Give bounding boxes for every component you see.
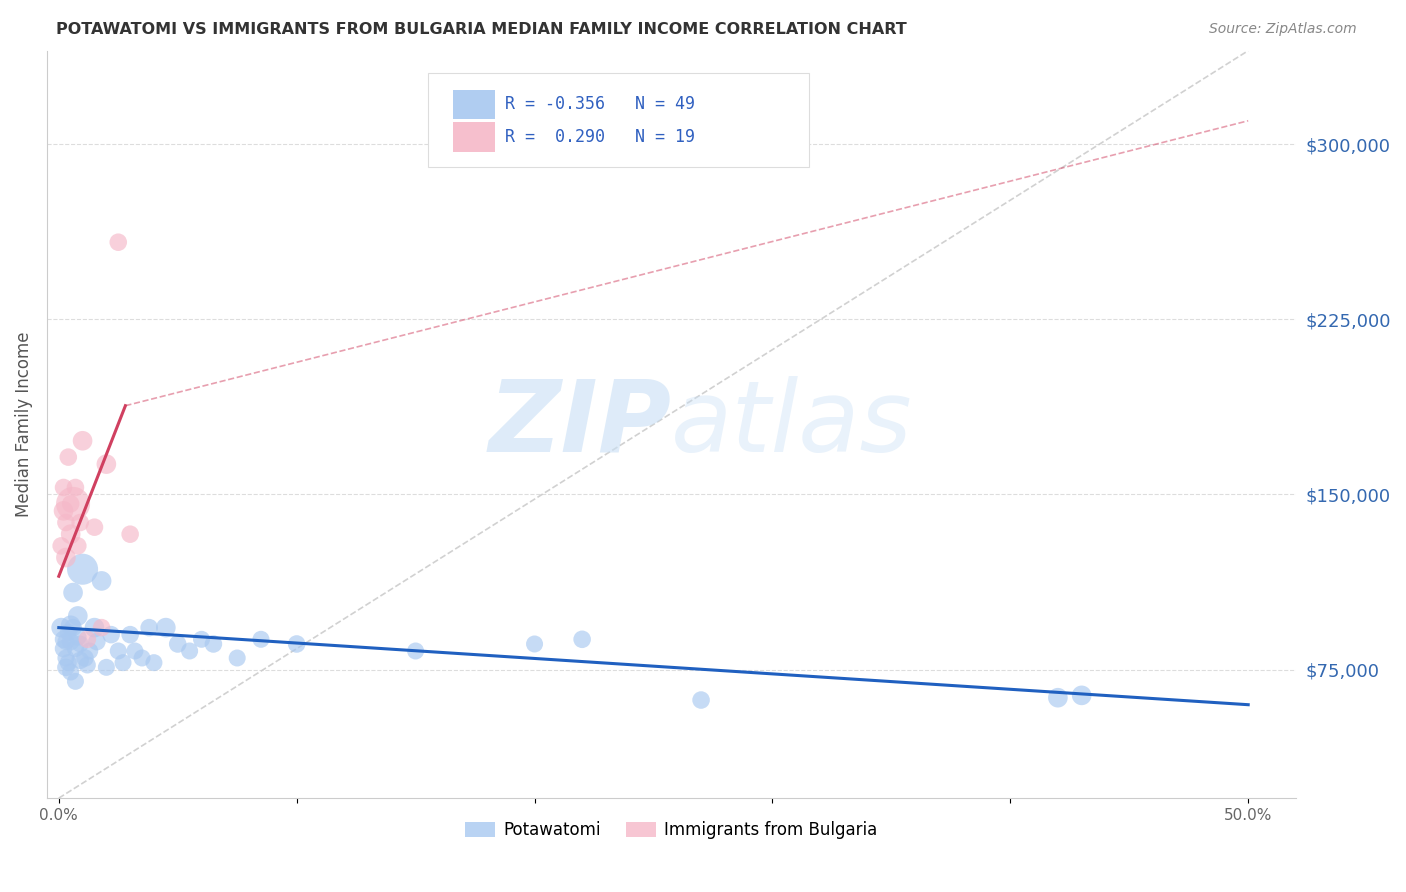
- Point: [51, 539, 73, 553]
- Point: [69, 653, 91, 667]
- FancyBboxPatch shape: [427, 73, 808, 167]
- Point: [142, 656, 165, 670]
- Point: [59, 527, 82, 541]
- Point: [66, 630, 89, 644]
- Point: [111, 656, 134, 670]
- Text: R =  0.290   N = 19: R = 0.290 N = 19: [505, 128, 695, 145]
- Point: [55, 651, 77, 665]
- Text: POTAWATOMI VS IMMIGRANTS FROM BULGARIA MEDIAN FAMILY INCOME CORRELATION CHART: POTAWATOMI VS IMMIGRANTS FROM BULGARIA M…: [56, 22, 907, 37]
- Point: [100, 627, 122, 641]
- Point: [55, 634, 77, 648]
- Point: [1046, 690, 1069, 705]
- Point: [405, 644, 427, 658]
- Point: [690, 693, 713, 707]
- Point: [83, 520, 105, 534]
- Point: [65, 480, 87, 494]
- Point: [86, 634, 108, 648]
- Point: [83, 621, 105, 635]
- Point: [107, 235, 129, 250]
- Point: [52, 641, 75, 656]
- Point: [120, 627, 142, 641]
- Point: [65, 641, 87, 656]
- Point: [124, 644, 146, 658]
- Point: [58, 656, 80, 670]
- Text: Source: ZipAtlas.com: Source: ZipAtlas.com: [1209, 22, 1357, 37]
- Point: [226, 651, 249, 665]
- Point: [62, 585, 84, 599]
- Point: [523, 637, 546, 651]
- Point: [73, 651, 96, 665]
- Point: [202, 637, 225, 651]
- Point: [72, 562, 94, 576]
- Point: [90, 621, 112, 635]
- Point: [59, 618, 82, 632]
- Point: [62, 621, 84, 635]
- Point: [179, 644, 201, 658]
- Point: [62, 497, 84, 511]
- Point: [55, 550, 77, 565]
- Point: [166, 637, 188, 651]
- Text: ZIP: ZIP: [488, 376, 671, 473]
- Point: [52, 632, 75, 647]
- Text: R = -0.356   N = 49: R = -0.356 N = 49: [505, 95, 695, 113]
- Point: [58, 450, 80, 464]
- Point: [571, 632, 593, 647]
- Point: [96, 660, 118, 674]
- Point: [66, 539, 89, 553]
- Point: [51, 621, 73, 635]
- FancyBboxPatch shape: [453, 122, 495, 152]
- Point: [285, 637, 308, 651]
- Point: [131, 651, 153, 665]
- Point: [52, 480, 75, 494]
- Point: [72, 434, 94, 448]
- Point: [120, 527, 142, 541]
- Point: [69, 516, 91, 530]
- Legend: Potawatomi, Immigrants from Bulgaria: Potawatomi, Immigrants from Bulgaria: [458, 814, 884, 846]
- Y-axis label: Median Family Income: Median Family Income: [15, 332, 32, 517]
- Text: atlas: atlas: [671, 376, 912, 473]
- Point: [55, 660, 77, 674]
- Point: [59, 497, 82, 511]
- Point: [65, 674, 87, 689]
- Point: [138, 621, 160, 635]
- Point: [59, 665, 82, 679]
- Point: [76, 658, 98, 673]
- Point: [90, 574, 112, 588]
- Point: [59, 634, 82, 648]
- Point: [155, 621, 177, 635]
- Point: [190, 632, 212, 647]
- Point: [1070, 689, 1092, 703]
- Point: [96, 457, 118, 471]
- Point: [69, 637, 91, 651]
- Point: [79, 644, 101, 658]
- Point: [76, 632, 98, 647]
- Point: [52, 504, 75, 518]
- Point: [55, 516, 77, 530]
- Point: [107, 644, 129, 658]
- Point: [58, 625, 80, 640]
- FancyBboxPatch shape: [453, 90, 495, 120]
- Point: [250, 632, 273, 647]
- Point: [66, 609, 89, 624]
